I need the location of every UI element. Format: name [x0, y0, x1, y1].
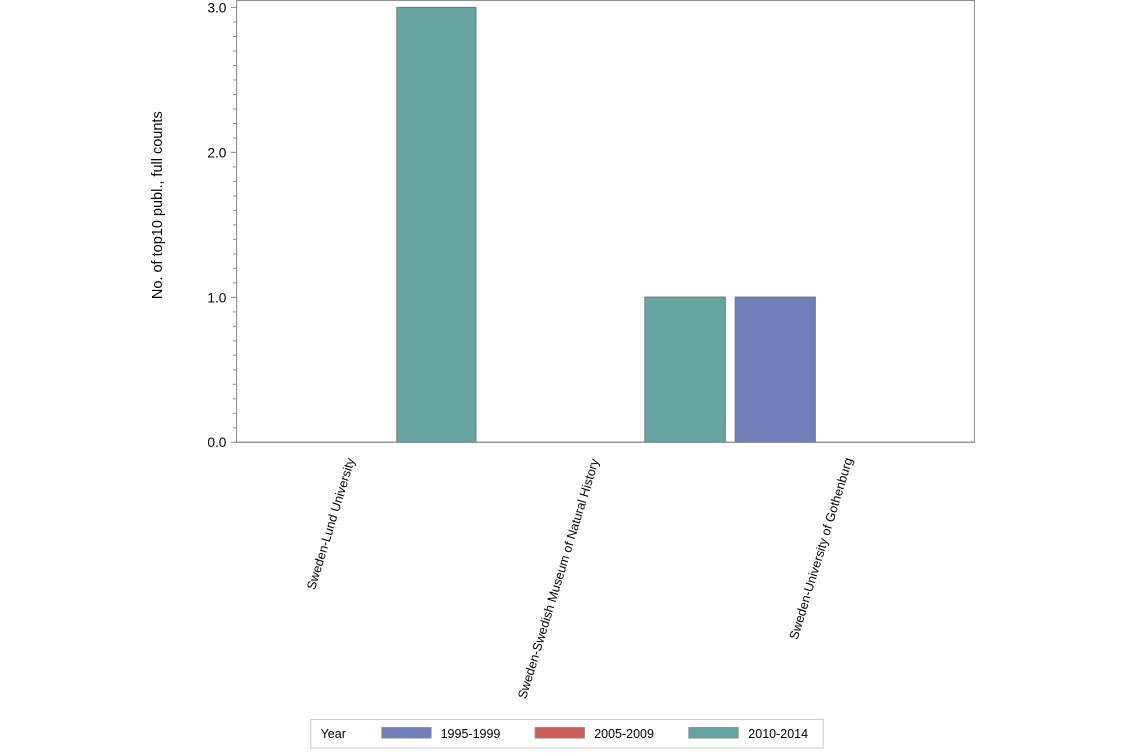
svg-text:1.0: 1.0	[207, 290, 226, 305]
svg-text:No. of top10 publ., full count: No. of top10 publ., full counts	[150, 111, 166, 299]
svg-text:1995-1999: 1995-1999	[441, 727, 501, 741]
svg-text:0.0: 0.0	[207, 435, 226, 450]
svg-text:Year: Year	[321, 727, 346, 741]
svg-text:2.0: 2.0	[207, 145, 226, 160]
svg-text:3.0: 3.0	[207, 0, 226, 15]
svg-text:2010-2014: 2010-2014	[748, 727, 808, 741]
svg-text:Sweden-Swedish Museum of Natur: Sweden-Swedish Museum of Natural History	[515, 456, 602, 700]
svg-text:Sweden-Lund University: Sweden-Lund University	[304, 456, 358, 591]
svg-text:2005-2009: 2005-2009	[594, 727, 654, 741]
svg-text:Sweden-University of Gothenbur: Sweden-University of Gothenburg	[787, 456, 856, 641]
